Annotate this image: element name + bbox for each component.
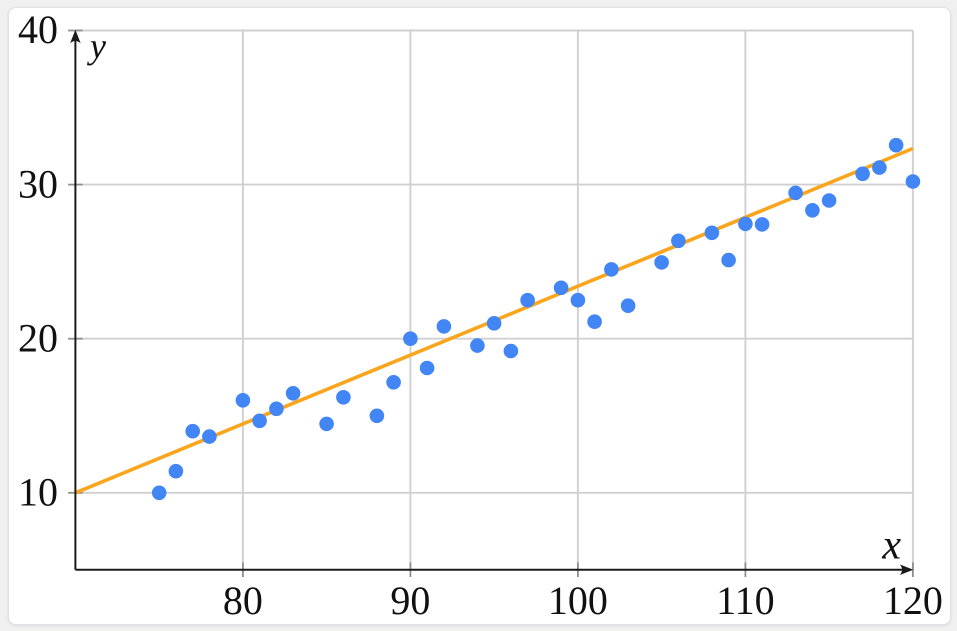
svg-text:y: y <box>87 26 106 66</box>
svg-text:40: 40 <box>18 7 58 52</box>
svg-text:30: 30 <box>18 161 58 206</box>
svg-text:10: 10 <box>18 470 58 515</box>
svg-text:110: 110 <box>716 578 775 623</box>
svg-text:80: 80 <box>223 578 263 623</box>
svg-text:100: 100 <box>548 578 608 623</box>
svg-text:90: 90 <box>390 578 430 623</box>
svg-text:20: 20 <box>18 315 58 360</box>
svg-text:120: 120 <box>883 578 943 623</box>
svg-text:x: x <box>881 523 901 569</box>
